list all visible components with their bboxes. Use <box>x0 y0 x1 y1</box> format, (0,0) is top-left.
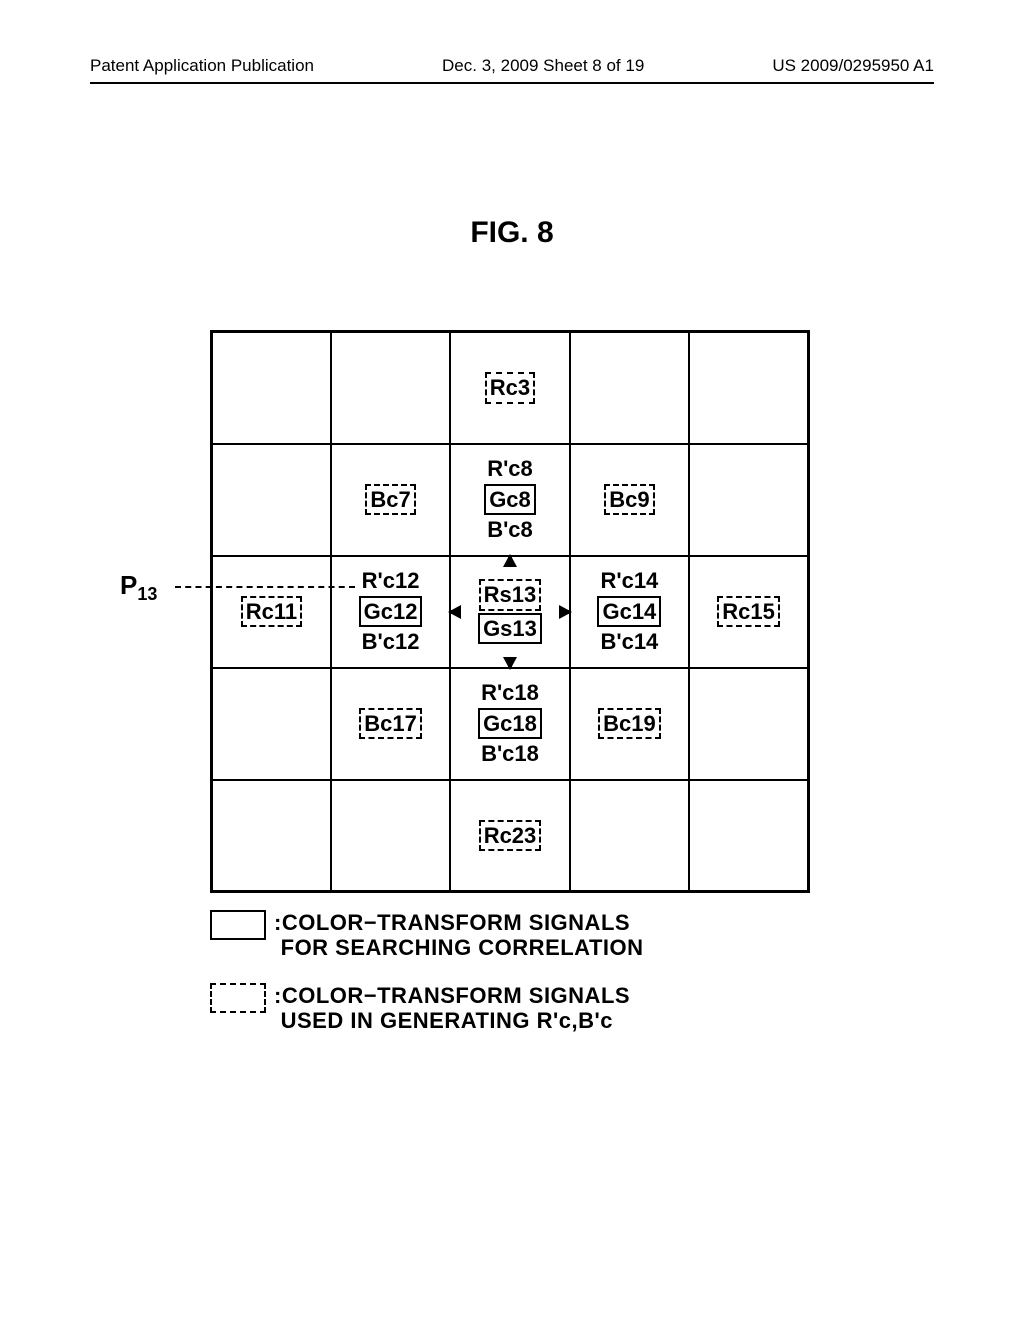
arrow-left-icon <box>448 605 461 619</box>
grid-cell-center: Rs13 Gs13 <box>450 556 569 668</box>
grid-cell <box>331 780 450 892</box>
grid-cell <box>212 780 331 892</box>
signal-rpc14: R'c14 <box>600 567 658 595</box>
grid-row: Rc11 R'c12 Gc12 B'c12 Rs13 Gs13 <box>212 556 809 668</box>
signal-bc7: Bc7 <box>365 484 415 516</box>
grid-cell <box>570 780 689 892</box>
grid-cell: Rc3 <box>450 332 569 444</box>
signal-rpc8: R'c8 <box>487 455 533 483</box>
grid-cell <box>212 444 331 556</box>
grid-row: Rc3 <box>212 332 809 444</box>
legend-text-solid: :COLOR−TRANSFORM SIGNALS FOR SEARCHING C… <box>274 910 644 961</box>
signal-gc14: Gc14 <box>597 596 661 628</box>
grid-cell: Rc15 <box>689 556 808 668</box>
legend-swatch-dashed-icon <box>210 983 266 1013</box>
signal-gc12: Gc12 <box>359 596 423 628</box>
signal-rpc18: R'c18 <box>481 679 539 707</box>
grid-cell <box>331 332 450 444</box>
legend-text-dashed: :COLOR−TRANSFORM SIGNALS USED IN GENERAT… <box>274 983 630 1034</box>
grid-row: Bc7 R'c8 Gc8 B'c8 Bc9 <box>212 444 809 556</box>
header-left: Patent Application Publication <box>90 56 314 76</box>
grid-cell: Bc7 <box>331 444 450 556</box>
legend-row-solid: :COLOR−TRANSFORM SIGNALS FOR SEARCHING C… <box>210 910 644 961</box>
header-center: Dec. 3, 2009 Sheet 8 of 19 <box>442 56 644 76</box>
grid-cell <box>689 780 808 892</box>
grid-cell: R'c8 Gc8 B'c8 <box>450 444 569 556</box>
signal-rc15: Rc15 <box>717 596 780 628</box>
grid-cell: Bc17 <box>331 668 450 780</box>
legend-solid-line1: COLOR−TRANSFORM SIGNALS <box>282 910 630 935</box>
signal-bpc18: B'c18 <box>481 740 539 768</box>
signal-rpc12: R'c12 <box>362 567 420 595</box>
legend-row-dashed: :COLOR−TRANSFORM SIGNALS USED IN GENERAT… <box>210 983 644 1034</box>
p13-label: P13 <box>120 570 157 605</box>
signal-rc3: Rc3 <box>485 372 535 404</box>
grid-cell: Bc9 <box>570 444 689 556</box>
signal-rc23: Rc23 <box>479 820 542 852</box>
header-right: US 2009/0295950 A1 <box>772 56 934 76</box>
grid-cell <box>570 332 689 444</box>
signal-bc19: Bc19 <box>598 708 661 740</box>
signal-gc18: Gc18 <box>478 708 542 740</box>
signal-bc9: Bc9 <box>604 484 654 516</box>
signal-gc8: Gc8 <box>484 484 536 516</box>
grid-cell: R'c12 Gc12 B'c12 <box>331 556 450 668</box>
signal-bpc14: B'c14 <box>600 628 658 656</box>
p13-text: P <box>120 570 137 600</box>
signal-bpc12: B'c12 <box>362 628 420 656</box>
grid-cell <box>689 332 808 444</box>
signal-bc17: Bc17 <box>359 708 422 740</box>
grid-cell <box>689 668 808 780</box>
legend-dashed-line2: USED IN GENERATING R'c,B'c <box>281 1008 613 1033</box>
grid-cell <box>212 332 331 444</box>
grid-cell: R'c18 Gc18 B'c18 <box>450 668 569 780</box>
legend-solid-line2: FOR SEARCHING CORRELATION <box>281 935 644 960</box>
grid-cell: Rc11 <box>212 556 331 668</box>
arrow-up-icon <box>503 554 517 567</box>
grid-row: Rc23 <box>212 780 809 892</box>
grid-cell <box>212 668 331 780</box>
patent-header: Patent Application Publication Dec. 3, 2… <box>0 56 1024 82</box>
signal-rc11: Rc11 <box>241 596 302 628</box>
color-transform-grid: Rc3 Bc7 R'c8 Gc8 B'c8 Bc9 Rc11 R'c12 <box>210 330 810 893</box>
figure-title: FIG. 8 <box>0 216 1024 250</box>
legend-swatch-solid-icon <box>210 910 266 940</box>
grid-cell: Rc23 <box>450 780 569 892</box>
grid-table: Rc3 Bc7 R'c8 Gc8 B'c8 Bc9 Rc11 R'c12 <box>210 330 810 893</box>
header-rule <box>90 82 934 84</box>
legend: :COLOR−TRANSFORM SIGNALS FOR SEARCHING C… <box>210 910 644 1055</box>
grid-cell: Bc19 <box>570 668 689 780</box>
legend-dashed-line1: COLOR−TRANSFORM SIGNALS <box>282 983 630 1008</box>
signal-rs13: Rs13 <box>479 579 542 611</box>
grid-cell <box>689 444 808 556</box>
p13-subscript: 13 <box>137 584 157 604</box>
grid-cell: R'c14 Gc14 B'c14 <box>570 556 689 668</box>
signal-gs13: Gs13 <box>478 613 542 645</box>
signal-bpc8: B'c8 <box>487 516 533 544</box>
grid-row: Bc17 R'c18 Gc18 B'c18 Bc19 <box>212 668 809 780</box>
